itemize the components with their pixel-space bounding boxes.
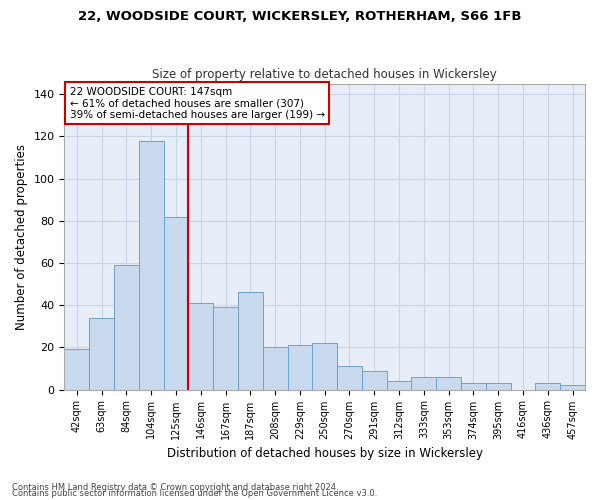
- Y-axis label: Number of detached properties: Number of detached properties: [15, 144, 28, 330]
- Bar: [386, 381, 412, 390]
- Bar: [362, 370, 386, 390]
- Bar: [64, 350, 89, 390]
- Bar: [412, 377, 436, 390]
- Text: 22, WOODSIDE COURT, WICKERSLEY, ROTHERHAM, S66 1FB: 22, WOODSIDE COURT, WICKERSLEY, ROTHERHA…: [78, 10, 522, 23]
- Bar: [238, 292, 263, 390]
- Bar: [287, 346, 313, 390]
- Bar: [461, 383, 486, 390]
- Bar: [535, 383, 560, 390]
- Title: Size of property relative to detached houses in Wickersley: Size of property relative to detached ho…: [152, 68, 497, 81]
- Text: Contains HM Land Registry data © Crown copyright and database right 2024.: Contains HM Land Registry data © Crown c…: [12, 483, 338, 492]
- Text: Contains public sector information licensed under the Open Government Licence v3: Contains public sector information licen…: [12, 489, 377, 498]
- Bar: [486, 383, 511, 390]
- Text: 22 WOODSIDE COURT: 147sqm
← 61% of detached houses are smaller (307)
39% of semi: 22 WOODSIDE COURT: 147sqm ← 61% of detac…: [70, 86, 325, 120]
- Bar: [436, 377, 461, 390]
- Bar: [114, 265, 139, 390]
- Bar: [188, 303, 213, 390]
- Bar: [213, 308, 238, 390]
- Bar: [139, 140, 164, 390]
- X-axis label: Distribution of detached houses by size in Wickersley: Distribution of detached houses by size …: [167, 447, 483, 460]
- Bar: [164, 216, 188, 390]
- Bar: [337, 366, 362, 390]
- Bar: [313, 343, 337, 390]
- Bar: [560, 386, 585, 390]
- Bar: [89, 318, 114, 390]
- Bar: [263, 348, 287, 390]
